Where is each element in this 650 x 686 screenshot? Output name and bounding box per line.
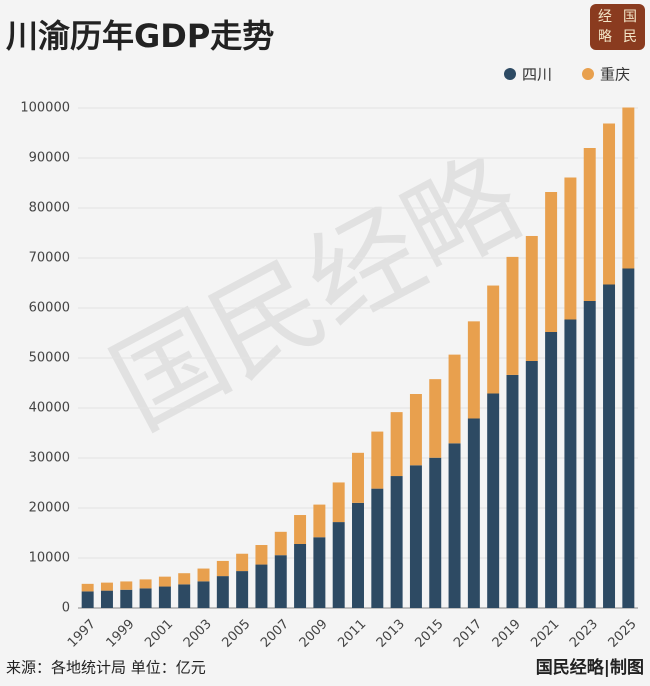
x-tick-label: 2005 bbox=[219, 617, 253, 651]
legend-swatch bbox=[504, 68, 516, 80]
bar-segment bbox=[603, 123, 616, 285]
x-tick-label: 2021 bbox=[528, 617, 562, 651]
bar-segment bbox=[429, 379, 442, 458]
bar-segment bbox=[332, 522, 345, 608]
bar-segment bbox=[622, 107, 635, 269]
bar-segment bbox=[390, 476, 403, 608]
bar-segment bbox=[313, 504, 326, 538]
bar-segment bbox=[448, 354, 461, 444]
y-tick-label: 80000 bbox=[29, 201, 70, 216]
bar-segment bbox=[158, 576, 171, 587]
logo-char: 经 bbox=[598, 9, 612, 25]
x-tick-label: 2003 bbox=[181, 617, 215, 651]
bar-segment bbox=[564, 177, 577, 320]
bar-segment bbox=[313, 537, 326, 608]
bar-segment bbox=[352, 502, 364, 608]
bar-segment bbox=[197, 568, 210, 582]
bar-segment bbox=[120, 581, 133, 590]
logo-box bbox=[590, 4, 645, 50]
bar-segment bbox=[274, 555, 287, 608]
legend-swatch bbox=[582, 68, 594, 80]
y-tick-label: 70000 bbox=[29, 251, 70, 266]
bar-segment bbox=[487, 285, 500, 394]
bar-segment bbox=[158, 586, 171, 608]
logo-char: 国 bbox=[623, 9, 637, 25]
bar-segment bbox=[506, 256, 519, 375]
logo-char: 民 bbox=[623, 29, 637, 45]
bar-segment bbox=[100, 590, 113, 608]
bar-segment bbox=[371, 488, 384, 608]
y-tick-label: 90000 bbox=[29, 151, 70, 166]
bar-segment bbox=[564, 319, 577, 608]
bar-segment bbox=[100, 582, 113, 591]
bar-segment bbox=[506, 374, 519, 608]
bar-segment bbox=[81, 583, 94, 592]
legend-label: 四川 bbox=[522, 66, 552, 84]
bar-segment bbox=[120, 589, 133, 608]
bar-segment bbox=[139, 588, 152, 608]
bar-segment bbox=[178, 584, 191, 608]
bar-segment bbox=[545, 332, 558, 608]
x-tick-label: 2025 bbox=[606, 617, 640, 651]
bar-segment bbox=[525, 235, 538, 361]
y-tick-label: 10000 bbox=[29, 551, 70, 566]
bar-segment bbox=[294, 543, 307, 608]
bar-segment bbox=[294, 515, 307, 544]
bar-segment bbox=[371, 431, 384, 489]
bar-segment bbox=[274, 531, 287, 556]
bar-segment bbox=[603, 284, 616, 608]
bar-segment bbox=[467, 321, 480, 419]
y-tick-label: 40000 bbox=[29, 401, 70, 416]
x-tick-label: 2007 bbox=[258, 617, 292, 651]
x-tick-label: 2019 bbox=[490, 617, 524, 651]
x-tick-label: 2017 bbox=[451, 617, 485, 651]
bar-segment bbox=[545, 192, 558, 332]
bar-segment bbox=[487, 393, 500, 608]
bar-segment bbox=[139, 579, 152, 589]
logo-char: 略 bbox=[598, 29, 612, 45]
bar-segment bbox=[236, 571, 249, 608]
x-tick-label: 1997 bbox=[65, 617, 99, 651]
y-tick-label: 0 bbox=[62, 601, 70, 616]
bar-segment bbox=[216, 576, 229, 608]
bar-segment bbox=[197, 581, 210, 608]
bar-segment bbox=[352, 452, 364, 503]
chart-title: 川渝历年GDP走势 bbox=[6, 17, 274, 55]
source: 来源：各地统计局 单位：亿元 bbox=[6, 659, 206, 677]
bar-segment bbox=[216, 560, 229, 577]
bar-segment bbox=[390, 412, 403, 477]
bar-segment bbox=[255, 545, 268, 565]
bar-segment bbox=[583, 301, 596, 608]
bar-segment bbox=[467, 418, 480, 608]
y-tick-label: 20000 bbox=[29, 501, 70, 516]
x-tick-label: 2013 bbox=[374, 617, 408, 651]
bar-segment bbox=[622, 268, 635, 608]
x-tick-label: 2023 bbox=[567, 617, 601, 651]
y-tick-label: 60000 bbox=[29, 301, 70, 316]
y-tick-label: 50000 bbox=[29, 351, 70, 366]
bar-segment bbox=[448, 443, 461, 608]
legend-label: 重庆 bbox=[600, 66, 630, 84]
bar-segment bbox=[409, 465, 422, 608]
bar-segment bbox=[429, 457, 442, 608]
bar-segment bbox=[525, 361, 538, 608]
x-tick-label: 2001 bbox=[142, 617, 176, 651]
bar-segment bbox=[583, 148, 596, 301]
x-tick-label: 1999 bbox=[104, 617, 138, 651]
x-tick-label: 2015 bbox=[413, 617, 447, 651]
x-tick-label: 2009 bbox=[297, 617, 331, 651]
bar-segment bbox=[332, 482, 345, 523]
bar-segment bbox=[255, 564, 268, 608]
bar-segment bbox=[178, 573, 191, 585]
bar-segment bbox=[81, 591, 94, 608]
bar-segment bbox=[236, 553, 249, 572]
y-tick-label: 30000 bbox=[29, 451, 70, 466]
y-tick-label: 100000 bbox=[20, 101, 70, 116]
credit: 国民经略|制图 bbox=[536, 657, 644, 678]
x-tick-label: 2011 bbox=[335, 617, 369, 651]
bar-segment bbox=[409, 394, 422, 466]
